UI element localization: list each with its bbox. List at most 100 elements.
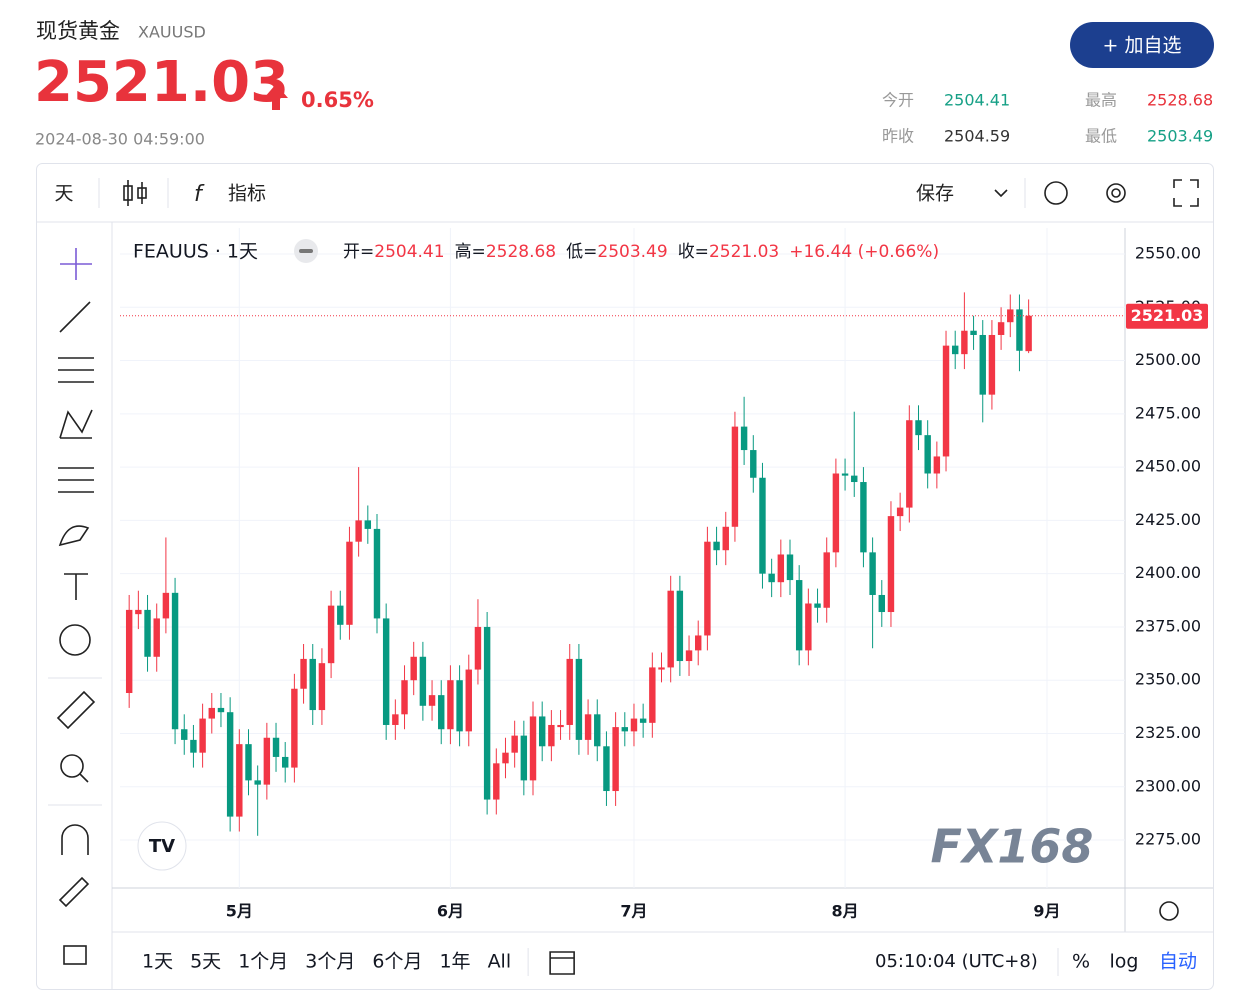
alert-icon[interactable] [1044,181,1068,205]
chart-frame [36,163,1214,990]
range-button[interactable]: 6个月 [372,951,422,973]
range-button[interactable]: All [488,951,512,973]
candle-body [750,450,757,478]
y-tick-label: 2375.00 [1135,616,1201,635]
settings-icon[interactable] [1106,183,1126,203]
candle-body [291,688,298,768]
candle-body [887,516,895,613]
legend-label: 高= [455,242,486,262]
indicators-button[interactable]: 指标 [228,183,266,205]
candle-type-icon[interactable] [123,180,147,206]
candle-body [217,707,225,713]
candle-body [337,605,344,625]
candle-body [823,552,830,608]
candle-body [529,716,537,781]
axis-settings-icon[interactable] [1159,901,1179,921]
y-tick-label: 2425.00 [1135,510,1201,529]
candle-body [612,727,619,792]
stat-label: 今开 [882,91,914,110]
y-tick-label: 2475.00 [1135,403,1201,422]
candle-body [979,334,986,395]
candle-body [841,473,849,476]
legend-label: 收= [678,242,709,262]
candle-body [649,667,656,723]
watch-button[interactable] [1070,22,1214,68]
date-range-icon [549,951,575,975]
candle-body [520,735,528,781]
range-button[interactable]: 1个月 [238,951,288,973]
candle-body [557,724,564,728]
candle-body [190,739,197,753]
candle-body [419,656,427,706]
settings-icon-core [1111,188,1121,198]
y-tick-label: 2450.00 [1135,457,1201,476]
candle-body [915,420,922,436]
candle-body [970,330,977,335]
candle-body [951,345,959,355]
candle-body [355,520,362,542]
timestamp: 2024-08-30 04:59:00 [35,130,205,149]
last-price-label: 2521.03 [1131,306,1204,325]
interval-button[interactable]: 天 [54,183,73,205]
candle-body [438,695,445,730]
y-tick-label: 2300.00 [1135,776,1201,795]
candle-body [199,718,206,753]
up-arrow [264,84,288,110]
range-button[interactable]: 5天 [190,951,221,973]
candle-body [346,541,353,625]
stat-value: 2504.41 [944,91,1010,110]
candle-body [667,590,674,668]
logo: TV [149,836,175,857]
candle-body [538,716,546,747]
legend-title: FEAUUS · 1天 [133,241,258,263]
candle-body [483,626,491,800]
price: 2521.03 [34,50,289,115]
candle-body [731,426,739,527]
candle-body [428,695,436,706]
candle-body [924,435,931,474]
candle-body [658,667,665,670]
x-tick-label: 7月 [620,902,647,921]
percent-button[interactable]: % [1072,951,1090,973]
candle-body [988,334,996,395]
drawing-tools[interactable] [56,248,96,965]
save-button[interactable]: 保存 [916,183,954,205]
watch-button-label[interactable]: + 加自选 [1103,35,1182,57]
candle-body [208,707,215,719]
candle-body [382,618,390,725]
fx-icon[interactable]: f [194,182,205,207]
y-tick-label: 2550.00 [1135,243,1201,262]
candle-body [896,507,904,517]
candle-body [236,744,243,817]
dropdown-icon[interactable] [994,189,1008,198]
candle-body [401,680,408,715]
y-tick-label: 2350.00 [1135,670,1201,689]
auto-button[interactable]: 自动 [1159,951,1197,973]
candle-body [961,330,968,355]
x-tick-label: 8月 [831,902,858,921]
candle-body [493,763,500,800]
range-button[interactable]: 3个月 [305,951,355,973]
candle-body [768,573,775,583]
candle-body [254,780,261,785]
candle-body [713,541,720,551]
range-button[interactable]: 1年 [439,951,470,973]
candle-body [245,744,252,781]
candle-body [594,714,601,747]
candle-body [740,426,748,451]
log-button[interactable]: log [1110,951,1139,973]
stat-label: 最高 [1085,91,1117,110]
range-button[interactable]: 1天 [142,951,173,973]
candle-body [272,737,280,757]
candle-body [933,456,941,474]
candle-body [786,554,794,581]
fullscreen-icon[interactable] [1173,179,1199,207]
candle-body [318,663,326,711]
legend-value: 2528.68 [486,242,556,262]
asset-symbol: XAUUSD [138,23,206,42]
y-tick-label: 2325.00 [1135,723,1201,742]
candle-body [181,729,188,740]
candle-body [584,714,592,740]
candle-body [364,520,372,529]
candle-body [805,603,812,651]
